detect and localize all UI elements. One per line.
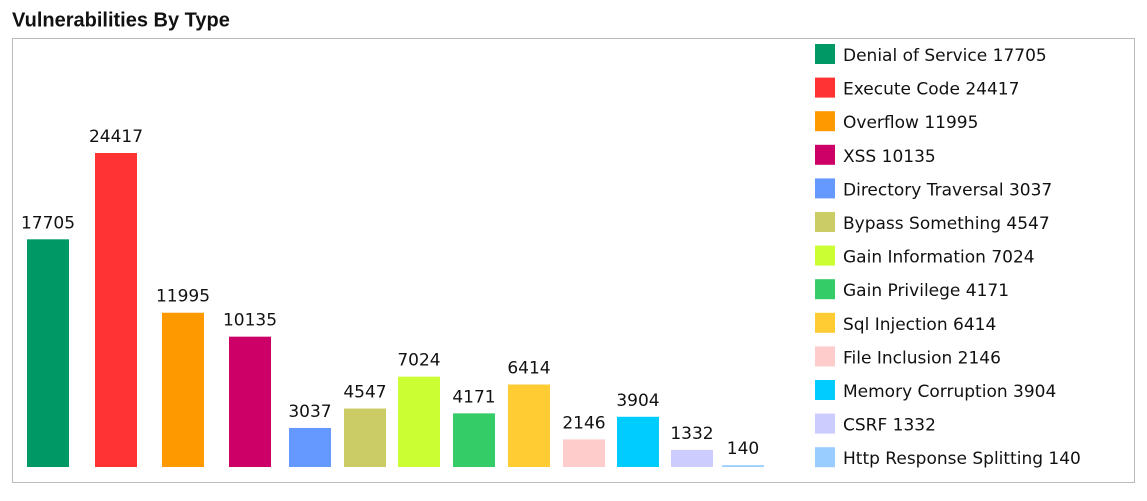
legend-label: Gain Privilege 4171 [843,281,1009,301]
legend-label: Overflow 11995 [843,113,978,133]
value-label: 4547 [343,383,386,403]
legend-label: Bypass Something 4547 [843,214,1050,234]
legend-category: Gain Privilege [843,281,960,301]
legend-swatch [815,44,835,64]
legend-value: 11995 [924,113,978,133]
legend-swatch [815,245,835,266]
legend-value: 3037 [1009,180,1052,200]
bar [344,408,386,467]
legend-category: Execute Code [843,80,960,100]
bar [563,439,605,467]
bar [453,413,495,467]
value-label: 24417 [89,127,143,147]
legend-swatch [815,144,835,165]
value-label: 17705 [21,213,75,233]
bar [162,312,204,467]
legend-value: 2146 [958,348,1001,368]
legend-category: File Inclusion [843,348,952,368]
legend-swatch [815,380,835,400]
legend-label: CSRF 1332 [843,416,936,436]
legend-swatch [815,346,835,367]
bar [617,416,659,467]
legend-swatch [815,312,835,333]
legend-value: 1332 [893,416,936,436]
legend-label: File Inclusion 2146 [843,348,1001,368]
legend-swatch [815,178,835,199]
legend-value: 3904 [1013,382,1056,402]
value-label: 7024 [397,351,440,371]
bar [289,427,331,467]
legend-label: XSS 10135 [843,147,936,167]
value-label: 11995 [156,287,210,307]
bar [27,239,69,467]
value-label: 3037 [288,402,331,422]
legend-category: Memory Corruption [843,382,1008,402]
legend-category: Gain Information [843,248,986,268]
legend-value: 10135 [882,147,936,167]
value-label: 140 [727,439,759,459]
legend-label: Sql Injection 6414 [843,315,996,335]
legend-value: 7024 [991,248,1034,268]
legend-label: Gain Information 7024 [843,248,1035,268]
bar [508,384,550,467]
bar [722,465,764,467]
bar [95,152,137,467]
bar [229,336,271,467]
value-label: 4171 [452,387,495,407]
value-label: 1332 [670,424,713,444]
legend-swatch [815,111,835,132]
legend-category: Http Response Splitting [843,449,1043,469]
legend-swatch [815,212,835,232]
legend-value: 24417 [965,80,1019,100]
legend-category: Directory Traversal [843,180,1004,200]
legend-swatch [815,413,835,434]
chart-title: Vulnerabilities By Type [12,9,230,31]
legend-label: Memory Corruption 3904 [843,382,1056,402]
legend-value: 4171 [966,281,1009,301]
bar [671,449,713,467]
legend-category: Sql Injection [843,315,948,335]
legend-category: CSRF [843,416,887,436]
legend-category: Bypass Something [843,214,1001,234]
legend-label: Directory Traversal 3037 [843,180,1052,200]
legend-value: 17705 [993,46,1047,66]
bar [398,376,440,467]
legend-label: Execute Code 24417 [843,80,1019,100]
legend-value: 4547 [1006,214,1049,234]
legend-label: Http Response Splitting 140 [843,449,1081,469]
value-label: 10135 [223,311,277,331]
legend-category: Denial of Service [843,46,987,66]
legend-swatch [815,77,835,98]
legend-category: XSS [843,147,876,167]
legend-value: 140 [1048,449,1080,469]
value-label: 2146 [562,413,605,433]
legend-category: Overflow [843,113,919,133]
legend-label: Denial of Service 17705 [843,46,1047,66]
value-label: 3904 [616,391,659,411]
legend-swatch [815,279,835,300]
legend-swatch [815,447,835,468]
legend-value: 6414 [953,315,996,335]
value-label: 6414 [507,359,550,379]
